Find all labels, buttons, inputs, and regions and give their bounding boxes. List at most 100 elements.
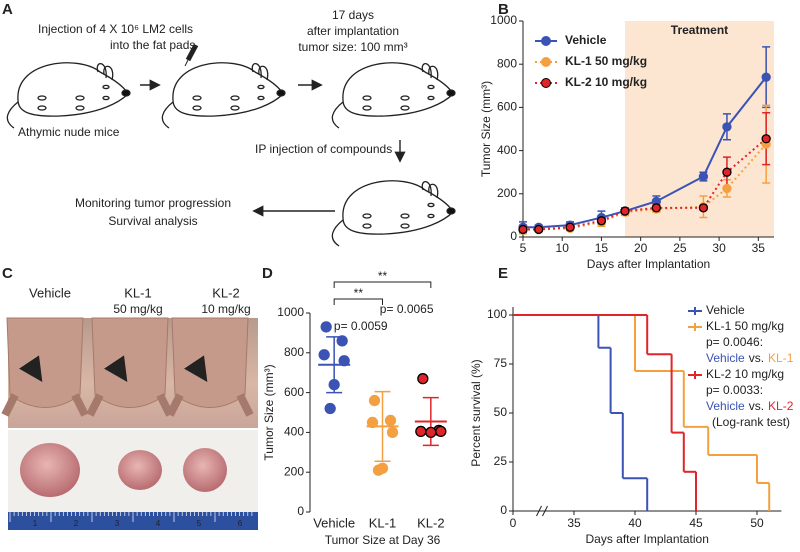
mouse-paw xyxy=(400,105,410,111)
dot xyxy=(328,378,340,391)
treatment-shade xyxy=(624,21,774,237)
panel-label: A xyxy=(2,1,13,18)
panel-label: E xyxy=(498,265,508,282)
y-tick-label: 25 xyxy=(494,454,508,468)
dot xyxy=(415,425,427,438)
x-tick-label: Vehicle xyxy=(313,515,355,530)
panel-label: B xyxy=(498,1,509,18)
group-label: Vehicle xyxy=(29,285,71,300)
y-tick-label: 200 xyxy=(497,186,517,200)
dot xyxy=(435,425,447,438)
marker xyxy=(596,216,607,226)
mouse-body xyxy=(172,62,284,117)
mouse-ear xyxy=(428,65,439,81)
mouse-hindquarter xyxy=(171,317,249,408)
mouse-nose xyxy=(446,207,456,215)
mouse-body xyxy=(342,180,454,235)
comparison-b: KL-1 xyxy=(768,351,794,365)
comparison-a: Vehicle xyxy=(706,399,745,413)
significance: ** xyxy=(354,286,364,300)
mouse-ear xyxy=(421,63,432,79)
mouse-nose xyxy=(446,89,456,97)
mouse-ear xyxy=(428,183,439,199)
x-tick-label: 40 xyxy=(628,516,642,530)
panel-label: C xyxy=(2,265,13,282)
tumor xyxy=(20,443,80,497)
y-tick-label: 0 xyxy=(510,229,517,243)
mouse-icon xyxy=(331,62,456,129)
legend-marker xyxy=(541,57,551,67)
x-tick-label: 0 xyxy=(510,516,517,530)
y-tick-label: 0 xyxy=(500,503,507,517)
y-tick-label: 600 xyxy=(497,100,517,114)
y-tick-label: 1000 xyxy=(277,305,304,319)
mouse-paw xyxy=(400,223,410,229)
dot xyxy=(338,355,350,367)
dot xyxy=(372,464,385,476)
comparison-vs: vs. xyxy=(749,399,764,413)
mouse-ear xyxy=(103,65,114,81)
mouse-tail xyxy=(331,101,344,129)
marker xyxy=(761,134,771,144)
legend-label: KL-1 50 mg/kg xyxy=(706,319,784,333)
mouse-paw xyxy=(400,213,410,219)
label: Survival analysis xyxy=(108,214,197,228)
dot xyxy=(336,335,348,347)
y-tick-label: 400 xyxy=(284,425,304,439)
p-value: p= 0.0059 xyxy=(334,319,388,333)
x-tick-label: 30 xyxy=(712,241,726,255)
mouse-paw xyxy=(192,105,202,111)
ruler-label: 3 xyxy=(115,519,120,528)
mouse-leg xyxy=(1,393,89,417)
legend-marker xyxy=(541,36,551,46)
y-axis-label: Tumor Size (mm³) xyxy=(262,364,276,460)
mouse-hindquarter xyxy=(6,317,84,408)
red-arrow xyxy=(19,355,43,382)
x-axis-label: Days after Implantation xyxy=(585,532,708,546)
syringe xyxy=(185,43,199,62)
legend-label: KL-2 10 mg/kg xyxy=(565,75,647,89)
dot xyxy=(366,416,379,429)
comparison-vs: vs. xyxy=(749,351,764,365)
legend-label: Vehicle xyxy=(565,33,607,47)
marker xyxy=(722,122,732,132)
mouse-eye xyxy=(257,84,265,90)
x-tick-label: 10 xyxy=(556,241,570,255)
mouse-paw xyxy=(362,95,372,101)
x-tick-label: 35 xyxy=(752,241,766,255)
mouse-nose xyxy=(276,89,286,97)
x-tick-label: 45 xyxy=(689,516,703,530)
y-tick-label: 800 xyxy=(284,345,304,359)
p-value: p= 0.0033: xyxy=(706,383,763,397)
mouse-eye xyxy=(102,95,110,101)
mouse-ear xyxy=(251,63,262,79)
bracket xyxy=(333,298,383,305)
test-note: (Log-rank test) xyxy=(712,415,790,429)
marker xyxy=(518,224,528,235)
dose-label: 10 mg/kg xyxy=(201,302,250,316)
y-tick-label: 600 xyxy=(284,385,304,399)
x-tick-label: KL-1 xyxy=(369,515,396,530)
marker xyxy=(722,183,732,194)
label: IP injection of compounds xyxy=(255,142,392,156)
marker xyxy=(620,206,630,216)
mouse-paw xyxy=(192,95,202,101)
mouse-paw xyxy=(230,95,240,101)
red-arrow xyxy=(104,355,128,382)
mouse-tail xyxy=(6,101,19,129)
comparison-b: KL-2 xyxy=(768,399,794,413)
x-tick-label: 20 xyxy=(634,241,648,255)
significance: ** xyxy=(378,269,388,283)
x-tick-label: 15 xyxy=(595,241,609,255)
comparison: Vehicle vs. KL-2 xyxy=(706,399,794,413)
mouse-paw xyxy=(75,105,85,111)
mouse-paw xyxy=(37,105,47,111)
mouse-paw xyxy=(362,223,372,229)
label: Athymic nude mice xyxy=(18,125,120,139)
red-arrow xyxy=(184,355,208,382)
dose-label: 50 mg/kg xyxy=(113,302,162,316)
mouse-paw xyxy=(362,213,372,219)
mouse-icon xyxy=(331,180,456,247)
series-line xyxy=(523,137,767,231)
mouse-tail xyxy=(161,101,174,129)
